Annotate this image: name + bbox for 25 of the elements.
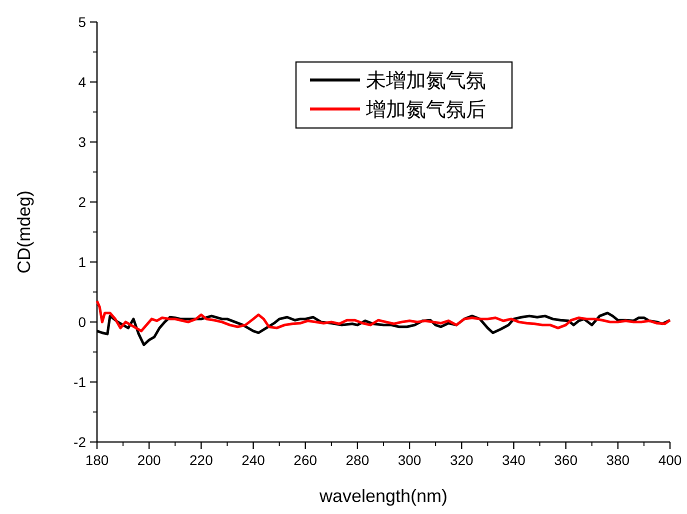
x-axis-title: wavelength(nm) — [318, 486, 448, 506]
x-tick-label: 240 — [242, 452, 266, 468]
y-tick-label: 3 — [78, 134, 86, 150]
y-tick-label: 4 — [78, 74, 86, 90]
x-tick-label: 340 — [502, 452, 526, 468]
x-tick-label: 260 — [294, 452, 318, 468]
x-tick-label: 220 — [190, 452, 214, 468]
line-series — [96, 300, 672, 332]
y-tick-label: 1 — [78, 254, 86, 270]
x-tick-label: 280 — [346, 452, 370, 468]
y-tick-label: -2 — [74, 434, 86, 450]
x-tick-label: 400 — [658, 452, 682, 468]
y-axis-title: CD(mdeg) — [14, 190, 34, 274]
legend-label: 增加氮气氛后 — [365, 97, 486, 121]
x-tick-label: 360 — [554, 452, 578, 468]
y-tick-label: 5 — [78, 14, 86, 30]
x-tick-label: 300 — [398, 452, 422, 468]
legend-label: 未增加氮气氛 — [366, 68, 486, 92]
x-tick-label: 180 — [85, 452, 109, 468]
x-tick-label: 320 — [450, 452, 474, 468]
y-tick-label: -1 — [74, 374, 86, 390]
x-tick-label: 200 — [137, 452, 161, 468]
y-tick-label: 0 — [78, 314, 86, 330]
y-tick-label: 2 — [78, 194, 86, 210]
x-tick-label: 380 — [606, 452, 630, 468]
